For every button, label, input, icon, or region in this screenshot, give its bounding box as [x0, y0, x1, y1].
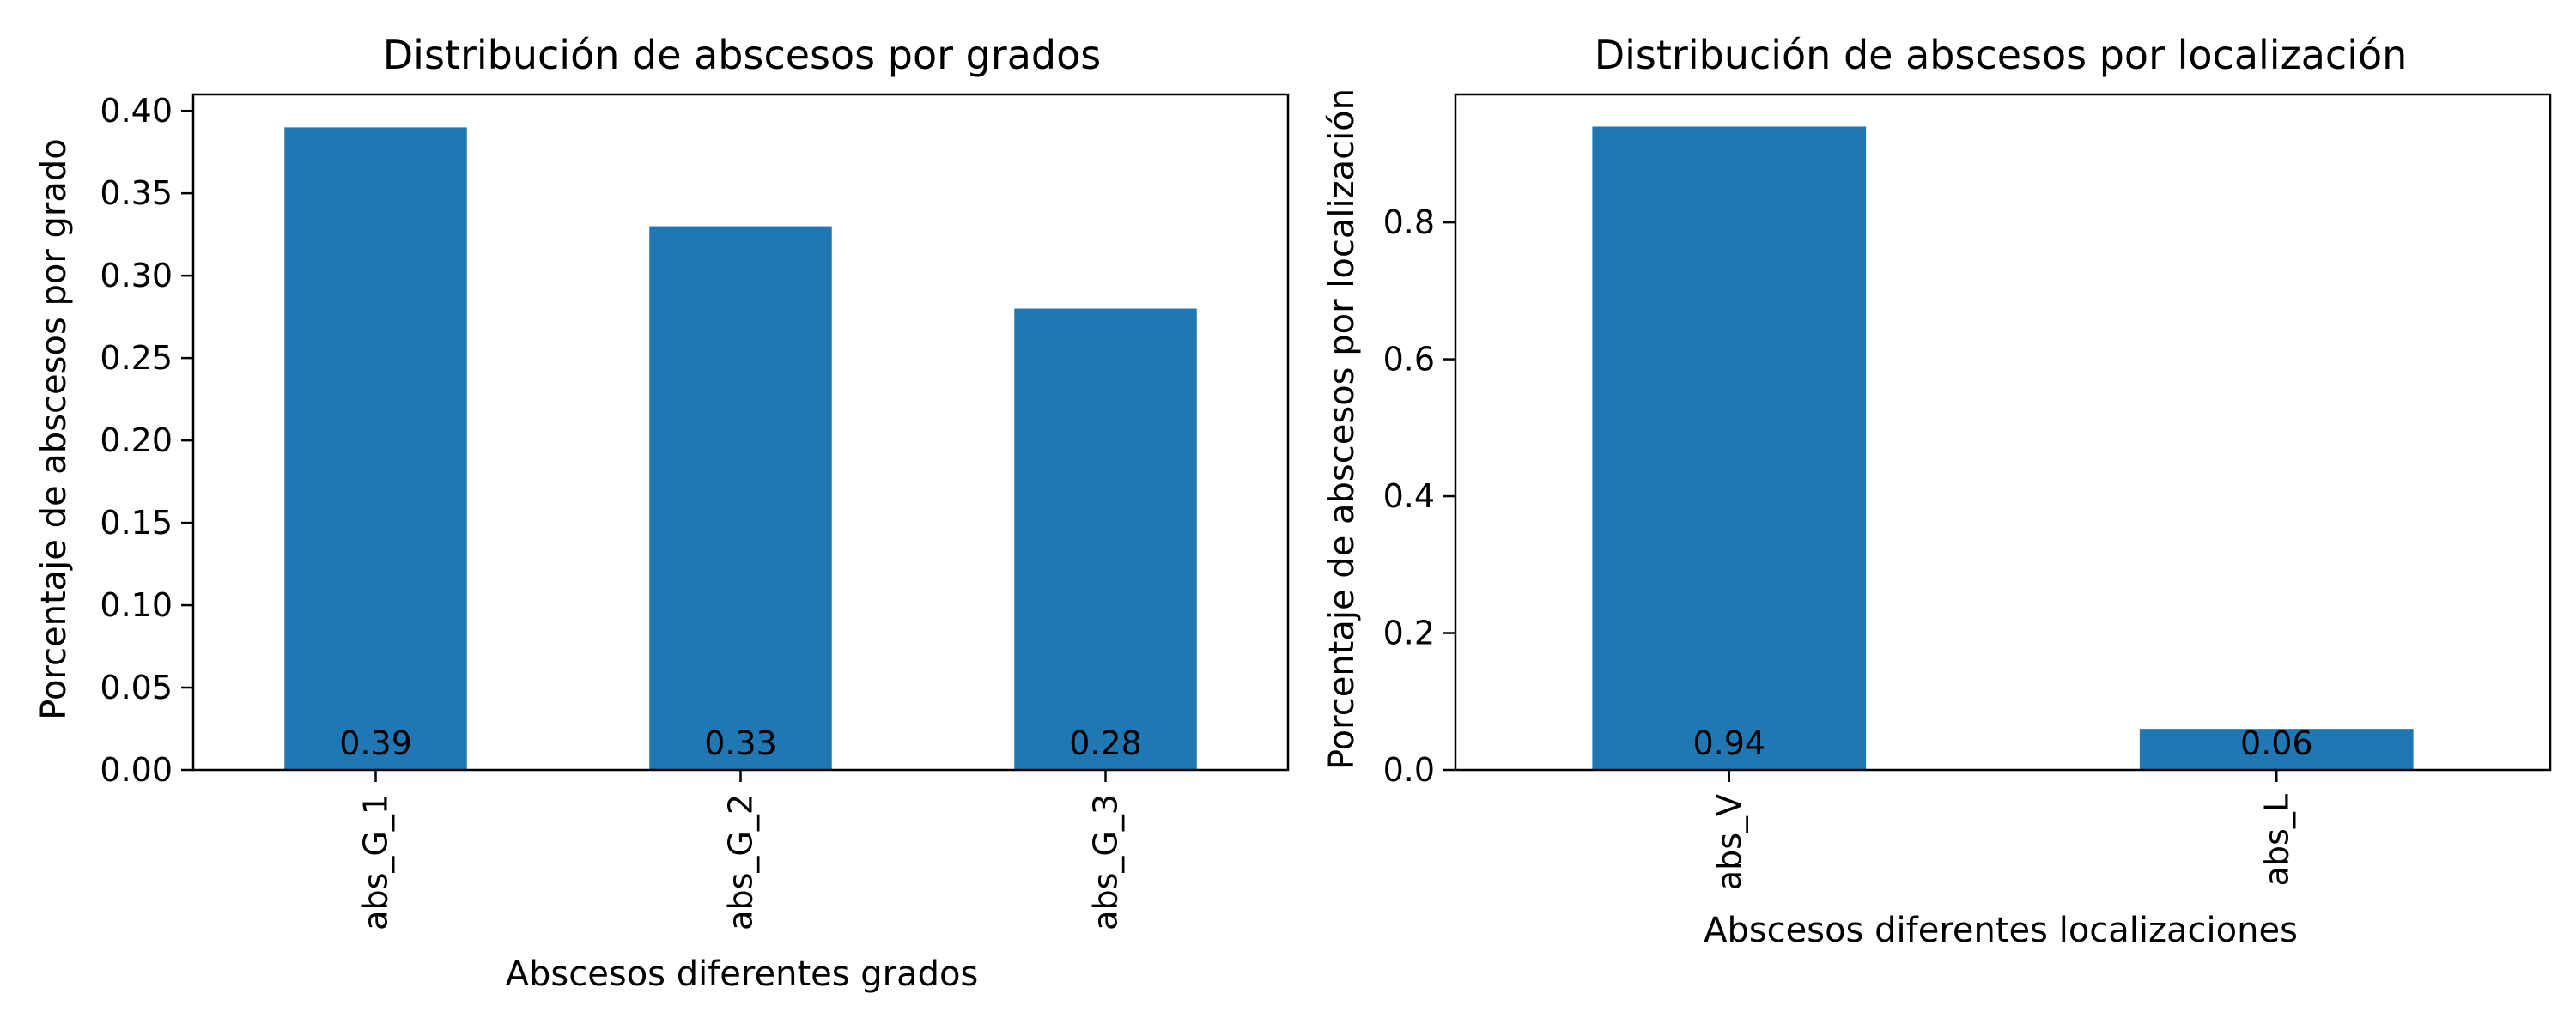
chart-grades-ylabel: Porcentaje de abscesos por grado — [34, 138, 74, 719]
chart-grades-data-label-1: 0.39 — [339, 724, 412, 762]
chart-locations-ylabel: Porcentaje de abscesos por localización — [1322, 88, 1362, 770]
chart-locations-ytick-label-2: 0.4 — [1383, 477, 1435, 515]
chart-grades-marks: 0.39 0.33 0.28 0.00 0.05 0.10 0.15 0.20 0.25 0.30… — [100, 92, 1197, 930]
chart-grades-ytick-label-0: 0.00 — [100, 751, 173, 789]
chart-locations: Distribución de abscesos por localizació… — [1322, 32, 2552, 950]
chart-grades-data-label-2: 0.33 — [704, 724, 777, 762]
chart-grades-ytick-label-6: 0.30 — [100, 257, 173, 294]
chart-locations-bar-2 — [2139, 729, 2414, 770]
chart-grades-ytick-label-4: 0.20 — [100, 421, 173, 459]
chart-locations-xlabel: Abscesos diferentes localizaciones — [1704, 911, 2298, 950]
chart-locations-ytick-label-1: 0.2 — [1383, 615, 1435, 652]
chart-grades-ytick-label-7: 0.35 — [100, 174, 173, 212]
chart-grades-xtick-label-3: abs_G_3 — [1087, 794, 1125, 930]
chart-grades-bar-1 — [284, 127, 467, 770]
chart-grades: Distribución de abscesos por grados Absc… — [34, 32, 1290, 994]
chart-grades-plot-frame — [191, 93, 1290, 772]
chart-locations-xtick-label-1: abs_V — [1710, 794, 1748, 890]
chart-grades-xtick-label-1: abs_G_1 — [357, 794, 395, 930]
chart-grades-ytick-label-5: 0.25 — [100, 339, 173, 377]
chart-grades-ytick-label-8: 0.40 — [100, 92, 173, 130]
chart-locations-xtick-label-2: abs_L — [2257, 794, 2295, 886]
chart-locations-data-label-1: 0.94 — [1692, 724, 1765, 762]
chart-locations-marks: 0.94 0.06 0.0 0.2 0.4 0.6 0.8 abs_V abs_L — [1383, 126, 2414, 890]
chart-locations-title: Distribución de abscesos por localizació… — [1595, 32, 2408, 78]
chart-grades-title: Distribución de abscesos por grados — [383, 32, 1102, 78]
chart-grades-xlabel: Abscesos diferentes grados — [506, 954, 979, 994]
chart-grades-ytick-label-3: 0.15 — [100, 504, 173, 542]
chart-locations-ytick-label-4: 0.8 — [1383, 203, 1435, 241]
chart-grades-ytick-label-1: 0.05 — [100, 669, 173, 706]
chart-locations-data-label-2: 0.06 — [2240, 724, 2313, 762]
chart-grades-ytick-label-2: 0.10 — [100, 586, 173, 624]
chart-grades-bar-3 — [1014, 308, 1197, 770]
chart-grades-data-label-3: 0.28 — [1069, 724, 1142, 762]
chart-grades-bar-2 — [649, 226, 832, 770]
chart-grades-xtick-label-2: abs_G_2 — [722, 794, 760, 930]
chart-locations-plot-frame — [1454, 93, 2552, 772]
chart-locations-ytick-label-3: 0.6 — [1383, 341, 1435, 379]
chart-locations-bar-1 — [1592, 126, 1867, 770]
chart-locations-ytick-label-0: 0.0 — [1383, 751, 1435, 789]
